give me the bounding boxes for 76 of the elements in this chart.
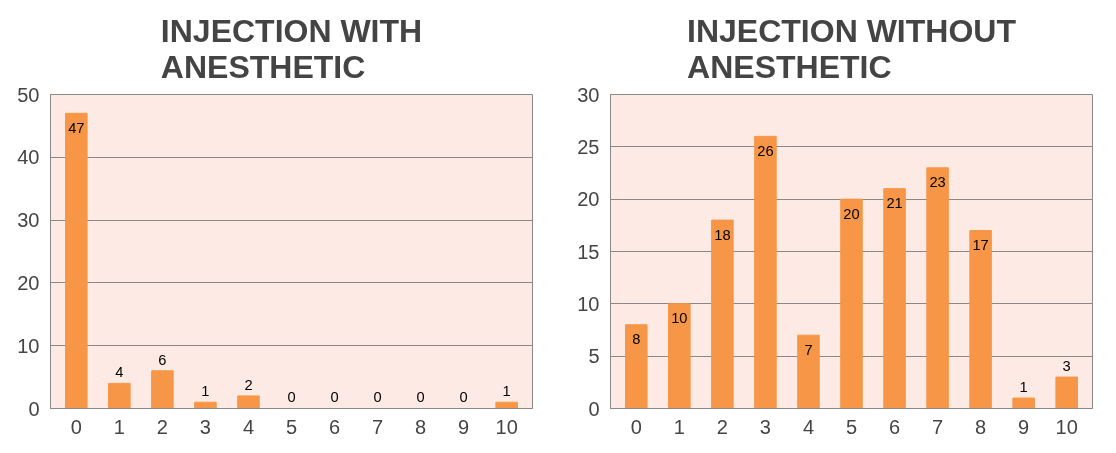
data-label: 10 xyxy=(671,310,688,327)
x-tick-label: 9 xyxy=(458,415,470,438)
y-tick-label: 0 xyxy=(28,397,40,420)
x-tick-label: 0 xyxy=(70,415,82,438)
bar xyxy=(797,334,820,409)
bar xyxy=(237,395,260,409)
x-tick-label: 2 xyxy=(156,415,168,438)
data-label: 3 xyxy=(1062,357,1071,374)
data-label: 1 xyxy=(1019,378,1028,395)
data-label: 0 xyxy=(416,389,425,406)
bar xyxy=(883,188,906,409)
x-tick-label: 5 xyxy=(845,415,858,438)
bar xyxy=(840,198,863,409)
y-tick-label: 40 xyxy=(17,146,40,169)
data-label: 0 xyxy=(459,389,468,406)
data-label: 6 xyxy=(158,351,167,368)
chart-title: INJECTION WITHOUT ANESTHETIC xyxy=(687,12,1017,85)
y-tick-label: 30 xyxy=(17,209,40,232)
data-label: 23 xyxy=(929,174,946,191)
x-tick-label: 1 xyxy=(673,415,685,438)
data-label: 21 xyxy=(886,195,903,212)
y-tick-label: 0 xyxy=(588,397,600,420)
bar xyxy=(668,303,691,409)
bar xyxy=(151,370,174,409)
bar xyxy=(1055,376,1078,409)
x-tick-label: 10 xyxy=(495,415,518,438)
y-tick-label: 50 xyxy=(17,83,40,106)
bar xyxy=(711,219,734,409)
y-tick-label: 15 xyxy=(577,240,600,263)
x-tick-label: 10 xyxy=(1055,415,1078,438)
data-label: 47 xyxy=(68,119,85,136)
y-tick-label: 10 xyxy=(17,334,40,357)
x-tick-label: 2 xyxy=(716,415,728,438)
y-tick-label: 10 xyxy=(577,292,600,315)
bar xyxy=(926,167,949,409)
data-label: 8 xyxy=(632,331,641,348)
x-tick-label: 7 xyxy=(372,415,384,438)
data-label: 1 xyxy=(502,382,511,399)
bar xyxy=(495,401,518,409)
x-tick-label: 9 xyxy=(1018,415,1030,438)
x-tick-label: 7 xyxy=(932,415,944,438)
x-tick-label: 0 xyxy=(630,415,642,438)
bar xyxy=(65,112,88,409)
data-label: 4 xyxy=(115,364,124,381)
bar xyxy=(754,135,777,409)
data-label: 0 xyxy=(373,389,382,406)
y-tick-label: 20 xyxy=(17,271,40,294)
x-tick-label: 8 xyxy=(975,415,987,438)
data-label: 26 xyxy=(757,142,774,159)
data-label: 18 xyxy=(714,226,731,243)
data-label: 1 xyxy=(201,382,210,399)
x-tick-label: 4 xyxy=(242,415,255,438)
x-tick-label: 1 xyxy=(113,415,125,438)
data-label: 0 xyxy=(287,389,296,406)
data-label: 17 xyxy=(972,236,989,253)
y-tick-label: 20 xyxy=(577,188,600,211)
data-label: 0 xyxy=(330,389,339,406)
x-tick-label: 4 xyxy=(802,415,815,438)
data-label: 20 xyxy=(843,205,860,222)
data-label: 2 xyxy=(244,376,253,393)
x-tick-label: 6 xyxy=(328,415,341,438)
bar xyxy=(1012,397,1035,409)
data-label: 7 xyxy=(804,341,813,358)
bar xyxy=(108,382,131,409)
y-tick-label: 25 xyxy=(577,135,600,158)
bar xyxy=(194,401,217,409)
x-tick-label: 6 xyxy=(888,415,901,438)
y-tick-label: 30 xyxy=(577,83,600,106)
chart-title: INJECTION WITH ANESTHETIC xyxy=(160,12,423,85)
bar xyxy=(969,230,992,409)
y-tick-label: 5 xyxy=(588,345,600,368)
x-tick-label: 5 xyxy=(285,415,298,438)
x-tick-label: 8 xyxy=(415,415,427,438)
x-tick-label: 3 xyxy=(759,415,771,438)
x-tick-label: 3 xyxy=(199,415,211,438)
bar xyxy=(625,324,648,409)
